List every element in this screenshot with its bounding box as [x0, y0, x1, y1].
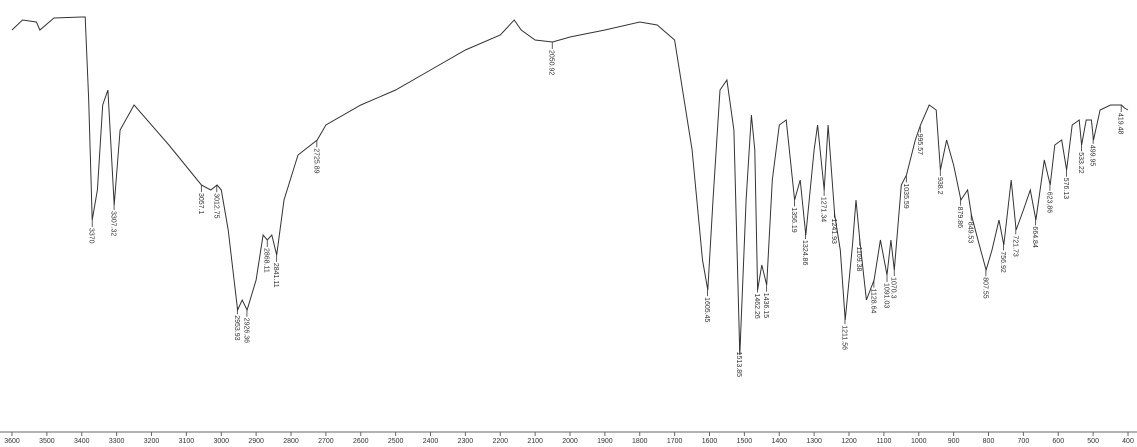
x-tick-label: 2400 [423, 438, 439, 445]
peak-label: 1070.3 [890, 277, 897, 299]
x-tick-label: 3500 [39, 438, 55, 445]
peak-label: 721.73 [1011, 235, 1018, 257]
x-tick-label: 1100 [876, 438, 891, 445]
peak-label: 1035.59 [902, 183, 909, 208]
x-tick-label: 2100 [527, 438, 543, 445]
peak-label: 1462.26 [753, 293, 760, 318]
x-tick-label: 700 [1018, 438, 1030, 445]
x-tick-label: 3400 [74, 438, 90, 445]
x-tick-label: 1000 [911, 438, 927, 445]
peak-label: 1605.45 [703, 297, 710, 322]
peak-label: 3307.32 [110, 211, 117, 236]
x-tick-label: 3200 [144, 438, 160, 445]
x-tick-label: 1600 [702, 438, 718, 445]
x-tick-label: 3000 [213, 438, 229, 445]
peak-label: 1169.38 [855, 247, 862, 272]
x-tick-label: 1700 [667, 438, 683, 445]
x-tick-label: 1900 [597, 438, 613, 445]
x-tick-label: 2700 [318, 438, 334, 445]
peak-label: 2050.92 [548, 50, 555, 75]
peak-label: 995.57 [916, 134, 923, 156]
peak-label: 807.55 [981, 277, 988, 299]
peak-label: 533.22 [1077, 152, 1084, 174]
x-tick-label: 400 [1122, 438, 1134, 445]
peak-label: 1211.56 [840, 325, 847, 350]
peak-label: 2841.11 [272, 263, 279, 288]
x-tick-label: 2600 [353, 438, 369, 445]
spectrum-line [11, 16, 1129, 356]
peak-label: 2868.11 [263, 248, 270, 273]
peak-label: 1436.15 [762, 293, 769, 318]
peak-label: 1513.85 [735, 352, 742, 377]
peak-label: 1241.93 [830, 219, 837, 244]
peak-label: 664.84 [1031, 226, 1038, 248]
peak-label: 3012.75 [212, 193, 219, 218]
peak-label: 419.48 [1117, 113, 1124, 135]
peak-label: 938.2 [936, 177, 943, 195]
peak-label: 576.13 [1062, 178, 1069, 200]
x-tick-label: 1400 [771, 438, 787, 445]
x-tick-label: 2800 [283, 438, 299, 445]
x-tick-label: 1800 [632, 438, 648, 445]
x-tick-label: 1300 [806, 438, 822, 445]
peak-label: 879.86 [956, 207, 963, 229]
x-tick-label: 800 [983, 438, 995, 445]
x-tick-label: 3600 [4, 438, 20, 445]
x-tick-label: 1500 [737, 438, 753, 445]
peak-label: 849.53 [967, 222, 974, 244]
peak-label: 1128.64 [869, 289, 876, 314]
x-tick-label: 2300 [458, 438, 474, 445]
x-tick-label: 900 [948, 438, 960, 445]
peak-label: 623.86 [1045, 192, 1052, 214]
x-tick-label: 3100 [179, 438, 195, 445]
peak-label: 756.92 [999, 251, 1006, 273]
peak-label: 2953.93 [233, 315, 240, 340]
x-tick-label: 2900 [248, 438, 264, 445]
x-tick-label: 500 [1087, 438, 1099, 445]
peak-label: 1091.03 [883, 283, 890, 308]
peak-label: 3370 [88, 228, 95, 244]
x-tick-label: 3300 [109, 438, 125, 445]
peak-label: 2725.89 [312, 148, 319, 173]
peak-label: 1324.86 [801, 240, 808, 265]
peak-label: 1271.34 [820, 197, 827, 222]
peak-label: 2926.36 [242, 318, 249, 343]
x-tick-label: 2000 [562, 438, 578, 445]
x-tick-label: 2500 [388, 438, 404, 445]
x-tick-label: 1200 [841, 438, 857, 445]
x-tick-label: 600 [1052, 438, 1064, 445]
peak-label: 499.95 [1089, 145, 1096, 167]
peak-label: 3057.1 [197, 193, 204, 215]
x-tick-label: 2200 [492, 438, 508, 445]
peak-label: 1356.19 [790, 207, 797, 232]
